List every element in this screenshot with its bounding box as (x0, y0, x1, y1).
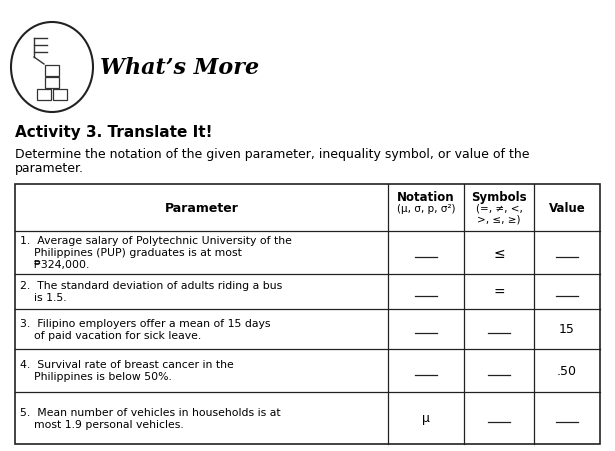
Text: (μ, σ, p, σ²): (μ, σ, p, σ²) (397, 203, 455, 213)
Text: of paid vacation for sick leave.: of paid vacation for sick leave. (20, 330, 201, 340)
Text: >, ≤, ≥): >, ≤, ≥) (477, 215, 521, 225)
Text: Parameter: Parameter (165, 202, 239, 215)
Text: Philippines (PUP) graduates is at most: Philippines (PUP) graduates is at most (20, 248, 242, 258)
Text: 15: 15 (559, 323, 575, 336)
Bar (15, 184, 600, 444)
Bar (53, 90, 67, 101)
Text: 1.  Average salary of Polytechnic University of the: 1. Average salary of Polytechnic Univers… (20, 236, 292, 246)
Text: μ: μ (422, 412, 430, 424)
Text: Value: Value (549, 202, 585, 215)
Text: Notation: Notation (397, 191, 455, 203)
Text: 4.  Survival rate of breast cancer in the: 4. Survival rate of breast cancer in the (20, 360, 234, 370)
Text: is 1.5.: is 1.5. (20, 293, 66, 303)
Text: .50: .50 (557, 364, 577, 377)
Text: (=, ≠, <,: (=, ≠, <, (475, 203, 522, 213)
Text: most 1.9 personal vehicles.: most 1.9 personal vehicles. (20, 419, 184, 429)
Bar (45, 78, 59, 89)
Text: parameter.: parameter. (15, 161, 84, 175)
Text: ₱324,000.: ₱324,000. (20, 260, 89, 270)
Text: Philippines is below 50%.: Philippines is below 50%. (20, 372, 172, 382)
Text: Symbols: Symbols (471, 191, 527, 203)
Text: Determine the notation of the given parameter, inequality symbol, or value of th: Determine the notation of the given para… (15, 147, 530, 161)
Text: =: = (493, 285, 505, 299)
Text: 3.  Filipino employers offer a mean of 15 days: 3. Filipino employers offer a mean of 15… (20, 318, 271, 328)
Text: 5.  Mean number of vehicles in households is at: 5. Mean number of vehicles in households… (20, 407, 280, 417)
Text: What’s More: What’s More (100, 57, 259, 79)
Bar (37, 90, 51, 101)
Text: ≤: ≤ (493, 246, 505, 260)
Text: 2.  The standard deviation of adults riding a bus: 2. The standard deviation of adults ridi… (20, 281, 282, 291)
Bar (45, 66, 59, 77)
Text: Activity 3. Translate It!: Activity 3. Translate It! (15, 125, 213, 140)
